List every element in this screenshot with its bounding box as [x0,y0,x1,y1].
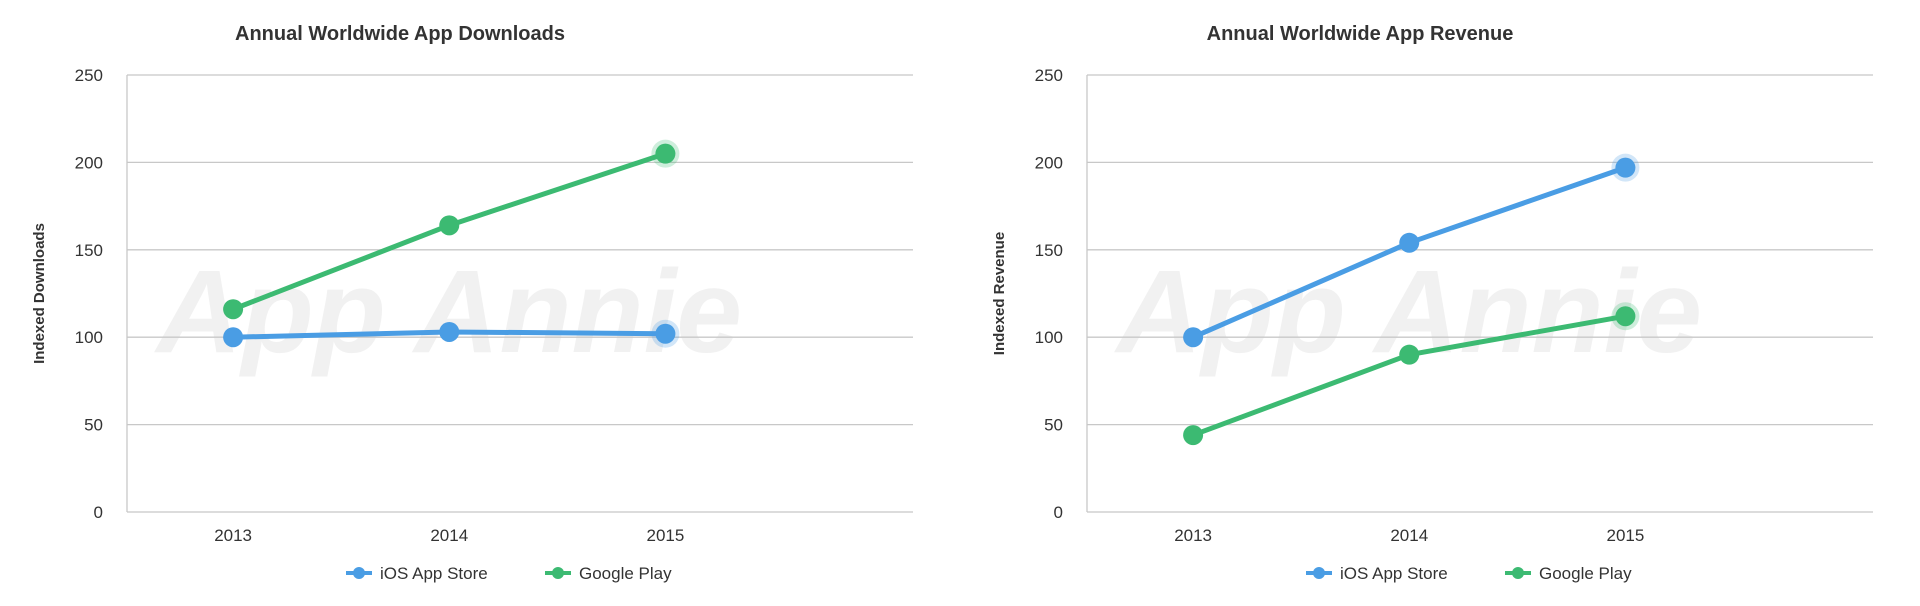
legend-label: Google Play [1539,564,1632,583]
x-axis: 2013 2014 2015 [214,526,684,545]
legend: iOS App Store Google Play [1306,564,1632,583]
legend-label: iOS App Store [1340,564,1448,583]
data-point [223,327,244,348]
data-point [439,215,460,236]
data-point [655,323,676,344]
y-tick-label: 200 [1035,153,1063,172]
y-axis-label: Indexed Downloads [31,223,48,364]
y-tick-label: 50 [84,416,103,435]
legend-label: iOS App Store [380,564,488,583]
google-play-series [223,139,680,320]
downloads-chart: App Annie Annual Worldwide App Downloads 0… [31,23,913,583]
x-tick-label: 2013 [214,526,252,545]
x-axis: 2013 2014 2015 [1174,526,1644,545]
data-point [1183,327,1204,348]
data-point [1615,157,1636,178]
legend-marker [1512,567,1524,579]
legend-marker [1313,567,1325,579]
x-tick-label: 2015 [1606,526,1644,545]
ios-series [1183,153,1640,348]
legend-marker [353,567,365,579]
x-tick-label: 2015 [646,526,684,545]
y-tick-label: 50 [1044,416,1063,435]
y-tick-label: 200 [75,153,103,172]
watermark-text: App Annie [153,246,742,378]
chart-title: Annual Worldwide App Downloads [235,23,565,45]
y-tick-label: 100 [1035,328,1063,347]
legend-marker [552,567,564,579]
legend: iOS App Store Google Play [346,564,672,583]
chart-title: Annual Worldwide App Revenue [1207,23,1514,45]
ios-series [223,319,680,348]
y-axis: 0 50 100 150 200 250 [75,66,913,522]
data-point [655,143,676,164]
y-axis-label: Indexed Revenue [991,232,1008,355]
y-tick-label: 250 [75,66,103,85]
google-play-series [1183,302,1640,446]
x-tick-label: 2014 [430,526,468,545]
legend-label: Google Play [579,564,672,583]
data-point [1399,232,1420,253]
y-axis: 0 50 100 150 200 250 [1035,66,1873,522]
revenue-chart-panel: App Annie Annual Worldwide App Revenue 0 50… [960,0,1920,606]
y-tick-label: 0 [94,503,103,522]
y-tick-label: 150 [75,241,103,260]
data-point [439,321,460,342]
y-tick-label: 0 [1054,503,1063,522]
data-point [1399,344,1420,365]
x-tick-label: 2014 [1390,526,1428,545]
data-point [1183,425,1204,446]
data-point [223,299,244,320]
y-tick-label: 250 [1035,66,1063,85]
data-point [1615,306,1636,327]
y-tick-label: 150 [1035,241,1063,260]
x-tick-label: 2013 [1174,526,1212,545]
downloads-chart-panel: App Annie Annual Worldwide App Downloads 0… [31,23,913,583]
y-tick-label: 100 [75,328,103,347]
